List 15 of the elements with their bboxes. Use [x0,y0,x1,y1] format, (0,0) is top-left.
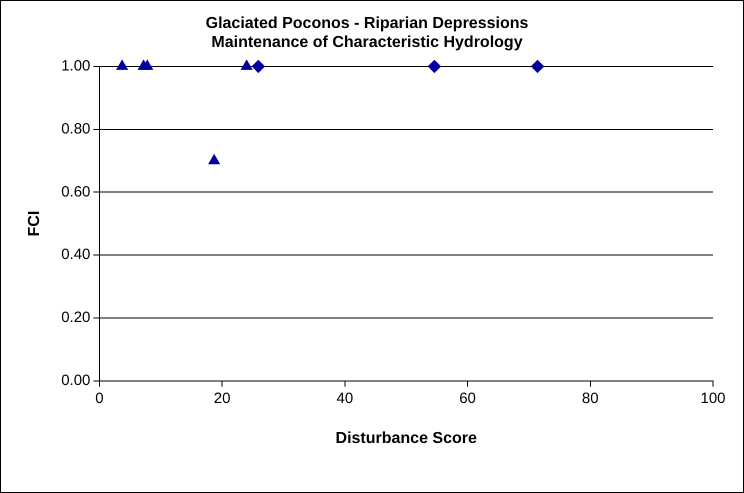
x-tick-label: 100 [700,390,726,407]
y-tick-label: 0.00 [61,372,90,389]
x-tick-label: 40 [336,390,354,407]
chart-title: Glaciated Poconos - Riparian Depressions Maintenance of Characteristic Hydrology [206,15,528,52]
y-tick-label: 0.20 [61,309,90,326]
x-axis-title: Disturbance Score [336,430,477,447]
y-axis-title: FCI [26,210,44,236]
y-tick-label: 0.40 [61,246,90,264]
y-tick-label: 1.00 [61,58,90,75]
y-tick-label: 0.80 [61,120,90,138]
x-tick-label: 80 [582,390,599,407]
x-tick-label: 60 [459,390,476,407]
y-tick-label: 0.60 [61,183,90,200]
x-tick-label: 20 [214,390,230,407]
x-tick-label: 0 [95,390,104,407]
